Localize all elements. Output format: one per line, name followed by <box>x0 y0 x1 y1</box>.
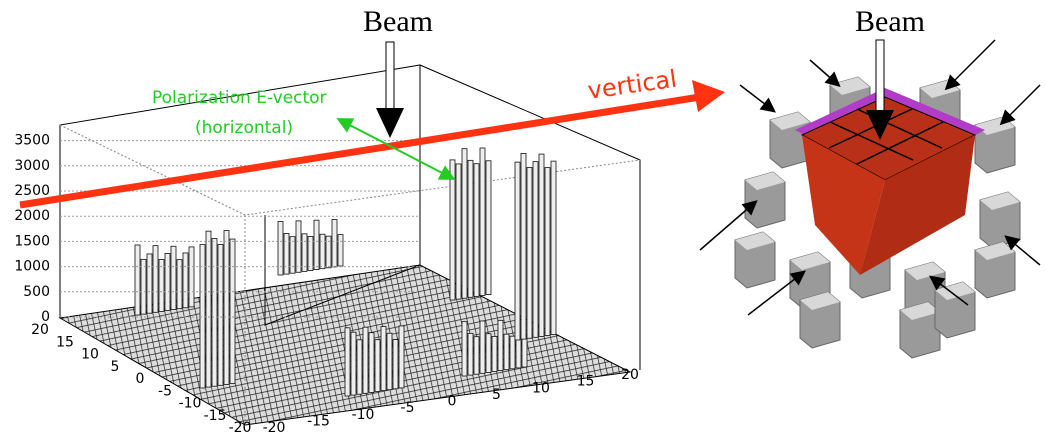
figure: 0500100015002000250030003500 20151050-5-… <box>0 0 1047 439</box>
arrowhead <box>692 80 725 112</box>
lego-bar <box>320 234 325 268</box>
lego-bar <box>165 253 170 310</box>
lego-bar <box>183 253 188 308</box>
lego-bar <box>284 233 289 274</box>
x-tick-label: -20 <box>263 420 286 436</box>
lego-bar <box>171 246 176 309</box>
lego-bar <box>539 154 544 336</box>
vertical-label: vertical <box>586 65 679 105</box>
z-tick-label: 3500 <box>14 133 50 149</box>
lego-bar <box>480 148 485 296</box>
x-tick-label: 5 <box>492 387 501 403</box>
lego-bar <box>551 161 556 334</box>
z-tick-label: 3000 <box>14 158 50 174</box>
lego-bar <box>302 234 307 272</box>
beam-head <box>376 108 404 138</box>
lego-bar <box>224 231 229 385</box>
lego-bar <box>296 221 301 272</box>
y-tick-label: -5 <box>158 383 172 399</box>
beam-label: Beam <box>363 5 433 38</box>
lego-bar <box>363 327 368 393</box>
lego-bar <box>474 337 479 374</box>
lego-bar <box>510 336 515 369</box>
lego-bar <box>141 259 146 314</box>
lego-bar <box>351 332 356 395</box>
x-tick-label: 15 <box>577 374 595 390</box>
y-tick-label: -15 <box>204 408 227 424</box>
lego-bar <box>468 160 473 297</box>
lego-bar <box>492 336 497 371</box>
pointer-arrow <box>740 85 770 108</box>
lego-bar <box>212 239 217 387</box>
pointer-arrow <box>1005 85 1040 120</box>
lego-bar <box>456 164 461 299</box>
lego-bar <box>474 164 479 297</box>
lego-bar <box>521 153 526 339</box>
lego-bar <box>375 340 380 392</box>
lego-bar <box>486 334 491 373</box>
y-tick-label: 5 <box>111 359 120 375</box>
polarization-sub: (horizontal) <box>195 118 293 138</box>
lego-bar <box>462 149 467 299</box>
z-tick-label: 2500 <box>14 183 50 199</box>
lego-bar <box>357 340 362 394</box>
lego-bar <box>345 328 350 396</box>
lego-bar <box>381 327 386 391</box>
lego-bar <box>218 244 223 385</box>
lego-bar <box>147 254 152 313</box>
lego-bar <box>387 333 392 389</box>
lego-bar <box>462 322 467 376</box>
lego-bar <box>399 326 404 388</box>
beam-shaft <box>386 42 394 110</box>
lego-bar <box>533 162 538 338</box>
lego-bar <box>153 246 158 313</box>
lego-bar <box>189 247 194 307</box>
y-tick-label: 20 <box>31 322 49 338</box>
lego-bar <box>230 239 235 383</box>
detector-beam-shaft <box>876 40 884 112</box>
lego-bar <box>545 168 550 336</box>
x-tick-label: -5 <box>401 400 415 416</box>
lego-bar <box>486 161 491 295</box>
lego-bar <box>480 321 485 373</box>
x-tick-label: -15 <box>307 413 330 429</box>
polarization-label: Polarization E-vector <box>152 88 327 108</box>
lego-bar <box>290 237 295 274</box>
y-tick-label: 15 <box>56 334 74 350</box>
x-tick-label: 10 <box>532 380 550 396</box>
lego-bar <box>515 162 520 340</box>
y-tick-label: -20 <box>229 420 252 436</box>
z-tick-label: 500 <box>23 284 50 300</box>
lego-bar <box>135 245 140 315</box>
x-tick-label: -10 <box>352 407 375 423</box>
page: 0500100015002000250030003500 20151050-5-… <box>0 0 1047 443</box>
pointer-arrow <box>810 60 835 82</box>
lego-bar <box>498 320 503 370</box>
lego-bar <box>326 236 331 268</box>
y-tick-label: -10 <box>179 396 202 412</box>
lego-bar <box>468 333 473 375</box>
z-tick-label: 2000 <box>14 208 50 224</box>
x-tick-label: 0 <box>448 394 457 410</box>
lego-bar <box>504 334 509 370</box>
detector-beam-label: Beam <box>855 5 925 38</box>
z-tick-label: 1500 <box>14 233 50 249</box>
lego-bar <box>314 220 319 269</box>
lego-bar <box>527 167 532 338</box>
vertical-arrow <box>20 97 700 205</box>
y-tick-label: 10 <box>81 347 99 363</box>
lego-bar <box>393 340 398 389</box>
lego-bar <box>450 160 455 300</box>
lego-bar <box>206 231 211 387</box>
lego-bar <box>338 235 343 266</box>
lego-bar <box>369 333 374 393</box>
y-tick-label: 0 <box>136 371 145 387</box>
lego-bar <box>332 220 337 267</box>
pointer-arrow <box>950 40 995 85</box>
z-tick-label: 1000 <box>14 259 50 275</box>
x-tick-label: 20 <box>621 367 639 383</box>
lego-bar <box>159 259 164 311</box>
detector: Beam <box>700 5 1040 358</box>
